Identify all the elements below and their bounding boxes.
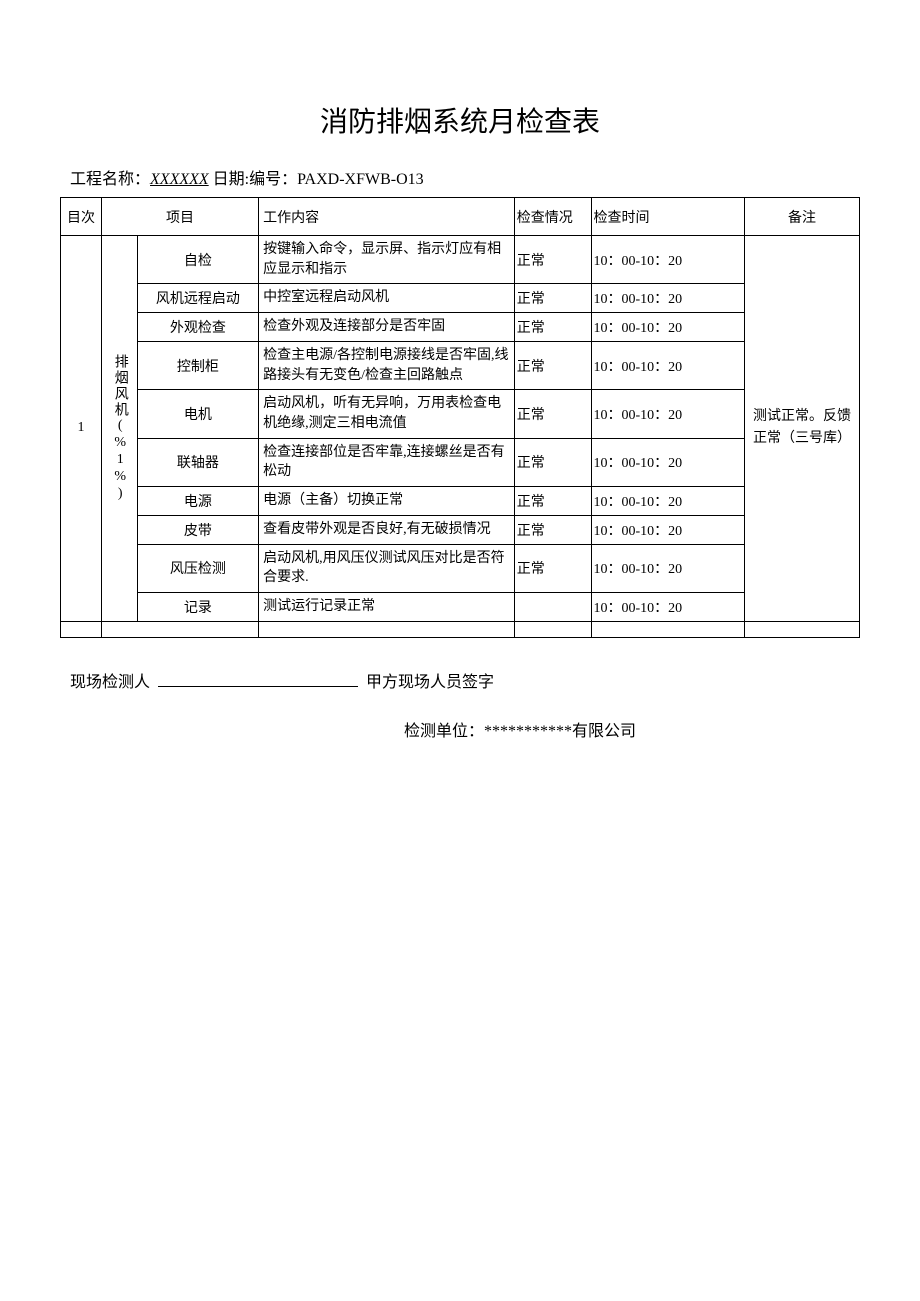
col-header-seq: 目次: [61, 198, 102, 236]
remark-cell: 测试正常。反馈正常（三号库）: [744, 236, 859, 622]
content-cell: 启动风机，听有无异响，万用表检查电机绝缘,测定三相电流值: [259, 390, 515, 438]
table-row: 电机 启动风机，听有无异响，万用表检查电机绝缘,测定三相电流值 正常 10：00…: [61, 390, 860, 438]
status-cell: 正常: [514, 544, 591, 592]
header-info: 工程名称：XXXXXX 日期:编号：PAXD-XFWB-O13: [70, 165, 860, 189]
time-cell: 10：00-10：20: [591, 486, 744, 515]
table-row: 外观检查 检查外观及连接部分是否牢固 正常 10：00-10：20: [61, 313, 860, 342]
time-cell: 10：00-10：20: [591, 342, 744, 390]
content-cell: 检查外观及连接部分是否牢固: [259, 313, 515, 342]
status-cell: 正常: [514, 236, 591, 284]
col-header-item: 项目: [101, 198, 258, 236]
project-name: XXXXXX: [150, 171, 209, 188]
time-cell: 10：00-10：20: [591, 236, 744, 284]
status-cell: 正常: [514, 313, 591, 342]
status-cell: 正常: [514, 342, 591, 390]
table-row: 联轴器 检查连接部位是否牢靠,连接螺丝是否有松动 正常 10：00-10：20: [61, 438, 860, 486]
col-header-time: 检查时间: [591, 198, 744, 236]
code-value: PAXD-XFWB-O13: [297, 171, 424, 188]
item-cell: 自检: [137, 236, 258, 284]
table-row: 风压检测 启动风机,用风压仪测试风压对比是否符合要求. 正常 10：00-10：…: [61, 544, 860, 592]
item-cell: 控制柜: [137, 342, 258, 390]
col-header-remark: 备注: [744, 198, 859, 236]
code-label: 编号：: [249, 171, 297, 188]
seq-cell: 1: [61, 236, 102, 622]
time-cell: 10：00-10：20: [591, 438, 744, 486]
content-cell: 中控室远程启动风机: [259, 284, 515, 313]
document-title: 消防排烟系统月检查表: [60, 100, 860, 140]
company-name: ***********有限公司: [484, 723, 636, 740]
table-row: 记录 测试运行记录正常 10：00-10：20: [61, 592, 860, 621]
category-cell: 排烟风机(%1%): [101, 236, 137, 622]
company-line: 检测单位：***********有限公司: [60, 717, 860, 741]
time-cell: 10：00-10：20: [591, 515, 744, 544]
item-cell: 风压检测: [137, 544, 258, 592]
date-label: 日期:: [213, 171, 249, 188]
inspector-underline: [158, 686, 358, 687]
status-cell: 正常: [514, 390, 591, 438]
content-cell: 启动风机,用风压仪测试风压对比是否符合要求.: [259, 544, 515, 592]
inspection-table: 目次 项目 工作内容 检查情况 检查时间 备注 1 排烟风机(%1%) 自检 按…: [60, 197, 860, 638]
company-label: 检测单位：: [404, 723, 484, 740]
status-cell: [514, 592, 591, 621]
content-cell: 电源（主备）切换正常: [259, 486, 515, 515]
item-cell: 电源: [137, 486, 258, 515]
item-cell: 联轴器: [137, 438, 258, 486]
time-cell: 10：00-10：20: [591, 313, 744, 342]
status-cell: 正常: [514, 515, 591, 544]
content-cell: 查看皮带外观是否良好,有无破损情况: [259, 515, 515, 544]
item-cell: 电机: [137, 390, 258, 438]
table-row: 1 排烟风机(%1%) 自检 按键输入命令，显示屏、指示灯应有相应显示和指示 正…: [61, 236, 860, 284]
table-row: 风机远程启动 中控室远程启动风机 正常 10：00-10：20: [61, 284, 860, 313]
time-cell: 10：00-10：20: [591, 544, 744, 592]
time-cell: 10：00-10：20: [591, 284, 744, 313]
table-row: 控制柜 检查主电源/各控制电源接线是否牢固,线路接头有无变色/检查主回路触点 正…: [61, 342, 860, 390]
table-header-row: 目次 项目 工作内容 检查情况 检查时间 备注: [61, 198, 860, 236]
status-cell: 正常: [514, 284, 591, 313]
empty-row: [61, 621, 860, 637]
time-cell: 10：00-10：20: [591, 390, 744, 438]
content-cell: 按键输入命令，显示屏、指示灯应有相应显示和指示: [259, 236, 515, 284]
item-cell: 外观检查: [137, 313, 258, 342]
table-row: 电源 电源（主备）切换正常 正常 10：00-10：20: [61, 486, 860, 515]
time-cell: 10：00-10：20: [591, 592, 744, 621]
status-cell: 正常: [514, 438, 591, 486]
table-row: 皮带 查看皮带外观是否良好,有无破损情况 正常 10：00-10：20: [61, 515, 860, 544]
signature-line: 现场检测人 甲方现场人员签字: [70, 668, 860, 692]
content-cell: 检查连接部位是否牢靠,连接螺丝是否有松动: [259, 438, 515, 486]
col-header-status: 检查情况: [514, 198, 591, 236]
party-a-label: 甲方现场人员签字: [366, 674, 494, 691]
item-cell: 风机远程启动: [137, 284, 258, 313]
inspector-label: 现场检测人: [70, 674, 150, 691]
item-cell: 皮带: [137, 515, 258, 544]
col-header-content: 工作内容: [259, 198, 515, 236]
content-cell: 测试运行记录正常: [259, 592, 515, 621]
project-label: 工程名称：: [70, 171, 150, 188]
item-cell: 记录: [137, 592, 258, 621]
content-cell: 检查主电源/各控制电源接线是否牢固,线路接头有无变色/检查主回路触点: [259, 342, 515, 390]
status-cell: 正常: [514, 486, 591, 515]
